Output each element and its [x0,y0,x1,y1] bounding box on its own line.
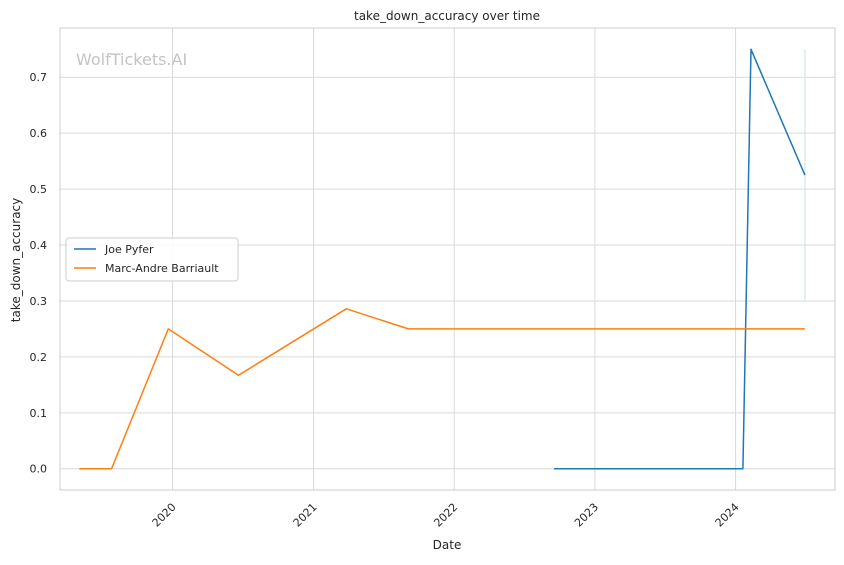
x-axis-label: Date [433,538,462,552]
y-tick-label: 0.0 [30,463,48,476]
y-axis-label: take_down_accuracy [9,198,23,322]
y-tick-labels: 0.0 0.1 0.2 0.3 0.4 0.5 0.6 0.7 [30,71,48,476]
legend-box [65,237,239,282]
plot-frame [59,27,836,491]
y-tick-label: 0.7 [30,71,48,84]
chart-title: take_down_accuracy over time [354,9,540,23]
legend-label: Marc-Andre Barriault [105,262,219,275]
grid-lines [60,28,835,490]
y-tick-label: 0.3 [30,295,48,308]
y-tick-label: 0.1 [30,407,48,420]
series-line [79,308,805,470]
y-tick-label: 0.4 [30,239,48,252]
legend: Joe Pyfer Marc-Andre Barriault [65,237,239,282]
legend-label: Joe Pyfer [104,243,154,256]
y-tick-label: 0.5 [30,183,48,196]
y-tick-label: 0.2 [30,351,48,364]
series-lines [79,48,806,470]
watermark: WolfTickets.AI [76,50,187,69]
y-tick-label: 0.6 [30,127,48,140]
series-line [554,48,806,470]
